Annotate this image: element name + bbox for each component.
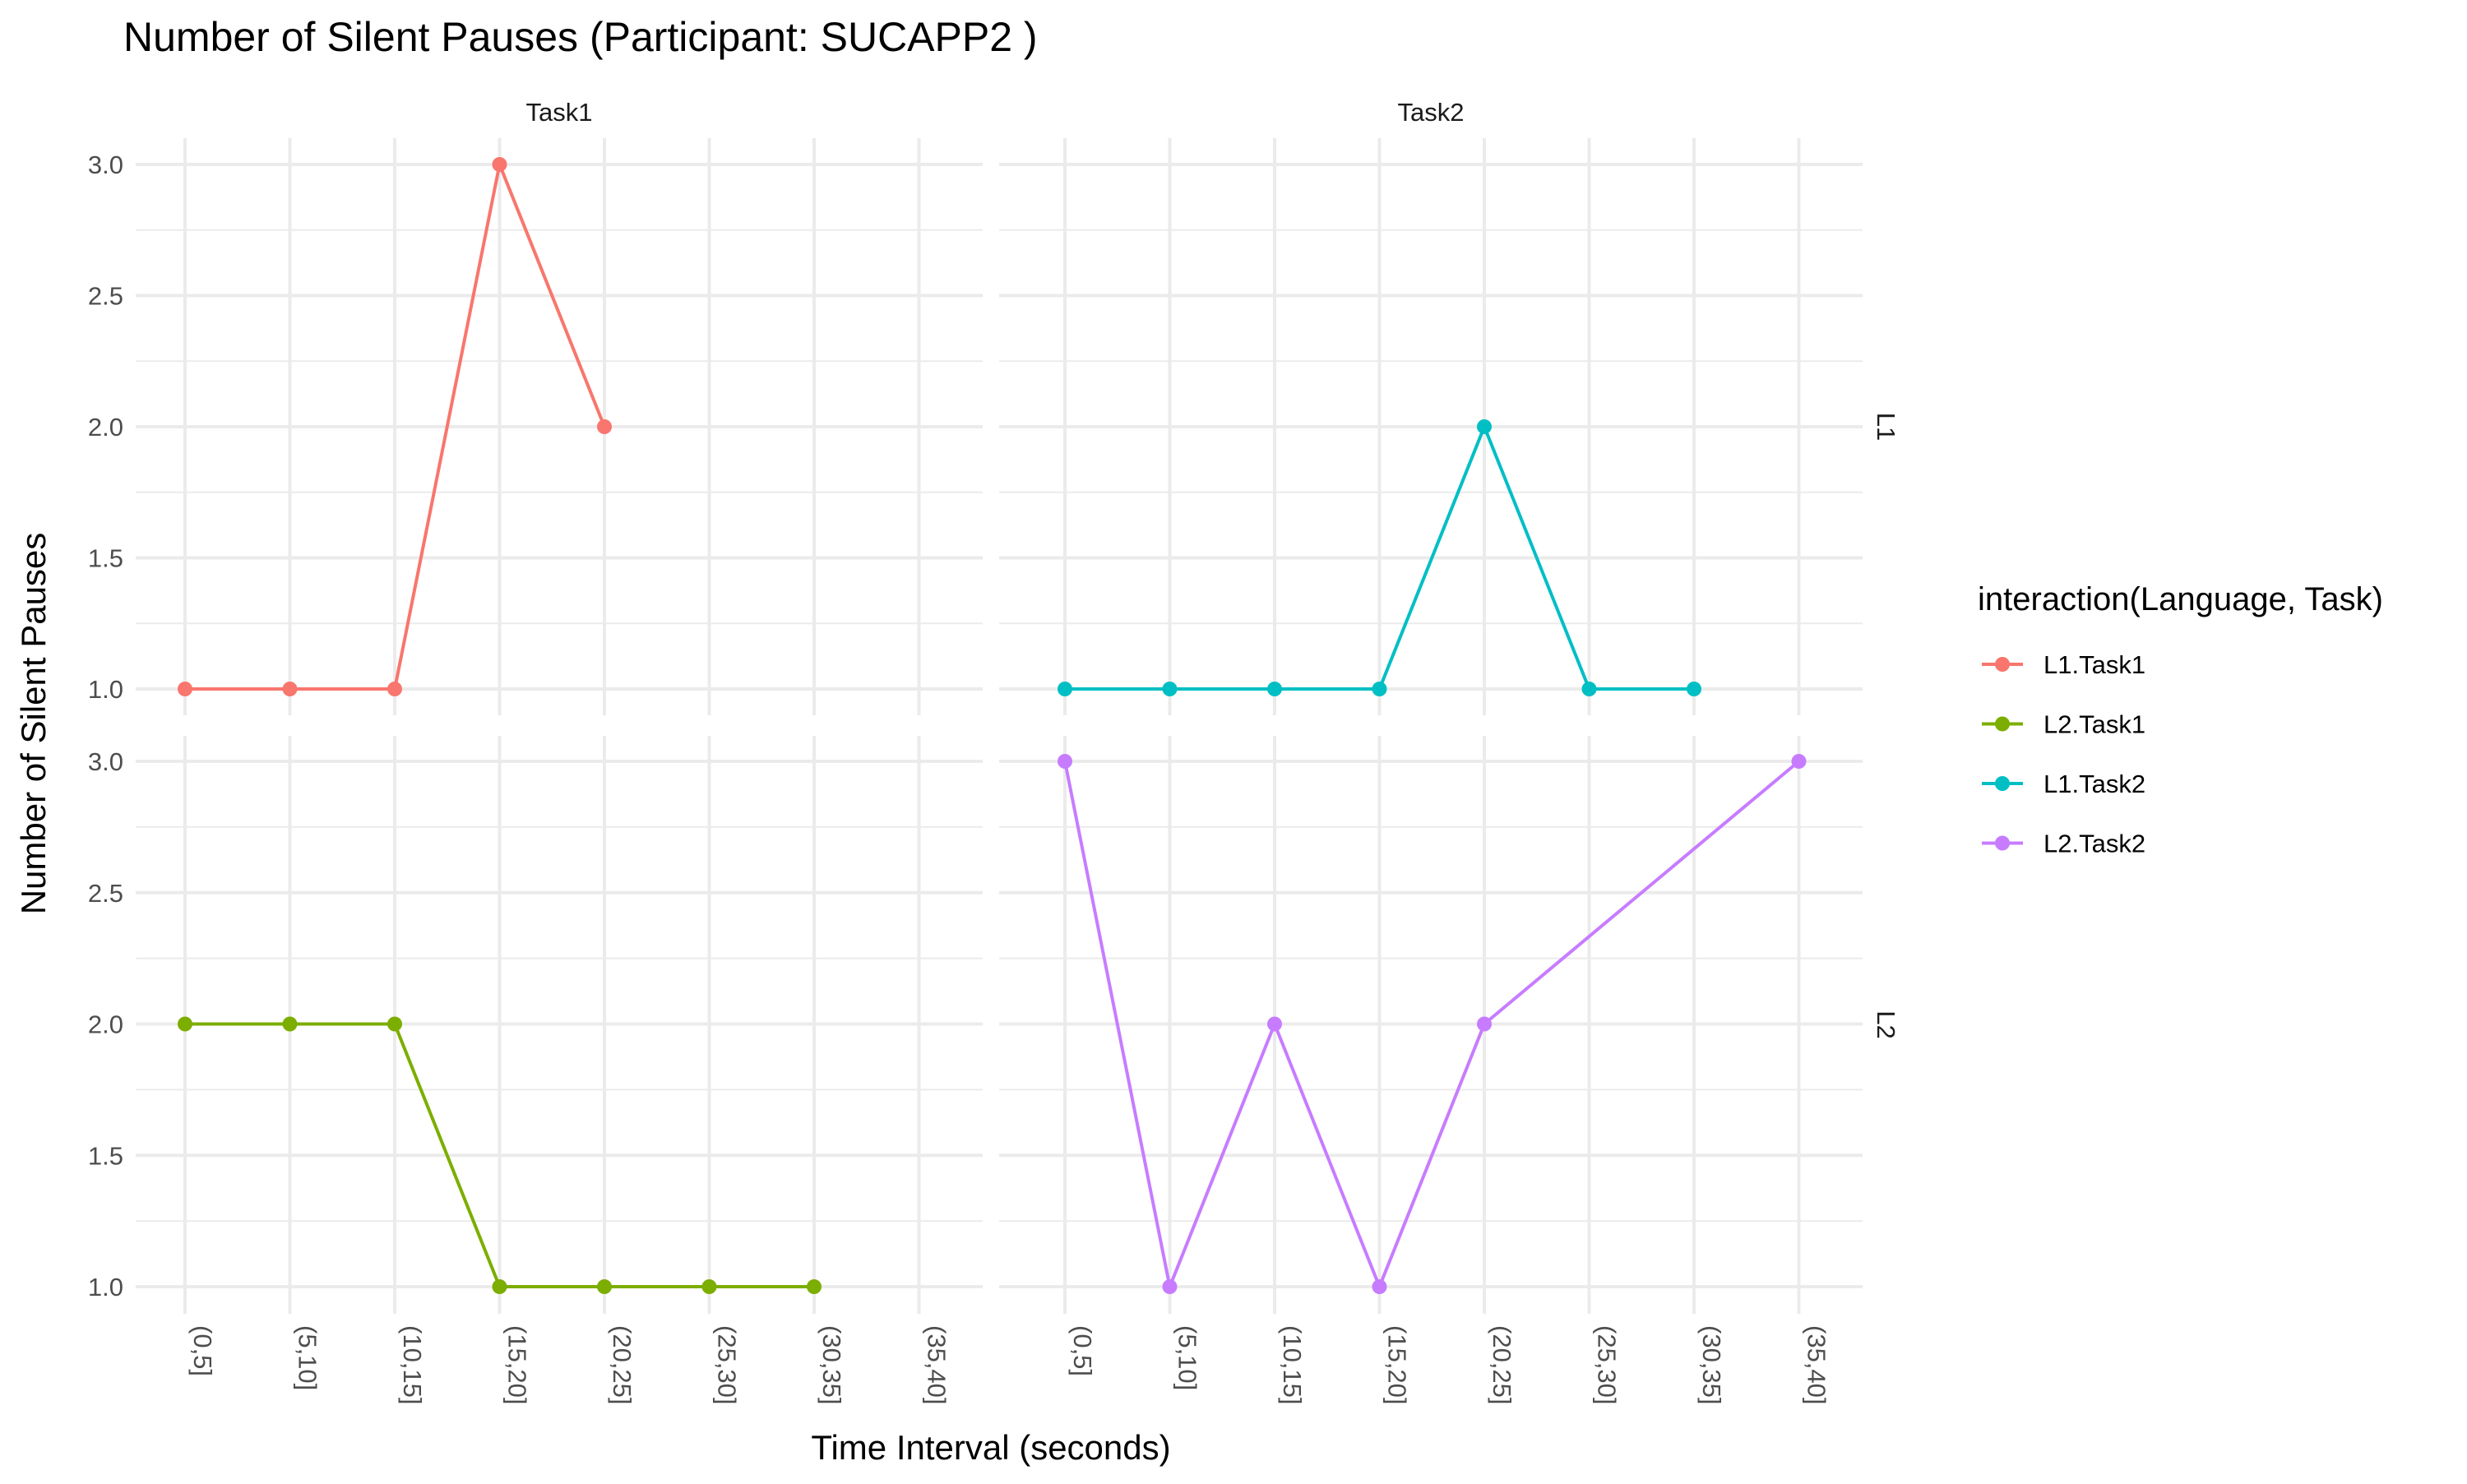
- chart-title: Number of Silent Pauses (Participant: SU…: [123, 14, 1038, 60]
- data-point: [1477, 419, 1492, 434]
- legend-item: L1.Task1: [1982, 650, 2145, 679]
- legend-key-point: [1995, 835, 2010, 851]
- panel-l2-task2: [999, 736, 1863, 1314]
- y-tick-label: 2.0: [88, 1010, 123, 1039]
- x-axis-title: Time Interval (seconds): [811, 1428, 1170, 1467]
- data-point: [597, 419, 612, 434]
- x-tick-label: (0,5]: [188, 1325, 217, 1376]
- x-tick-label: (0,5]: [1068, 1325, 1097, 1376]
- facet-row-label: L2: [1872, 1010, 1900, 1038]
- data-point: [282, 1016, 298, 1032]
- legend-item: L2.Task1: [1982, 710, 2145, 739]
- x-tick-label: (5,10]: [1173, 1325, 1202, 1390]
- series-l1-task2: [1058, 419, 1701, 696]
- x-tick-label: (30,35]: [1697, 1325, 1726, 1405]
- x-tick-label: (15,20]: [1383, 1325, 1412, 1405]
- data-point: [701, 1279, 717, 1294]
- y-tick-label: 2.0: [88, 413, 123, 442]
- legend-label: L1.Task2: [2043, 770, 2145, 798]
- panel-l1-task1: [136, 138, 983, 715]
- x-tick-label: (5,10]: [294, 1325, 322, 1390]
- data-point: [807, 1279, 822, 1294]
- y-tick-label: 1.5: [88, 544, 123, 573]
- x-tick-label: (30,35]: [817, 1325, 846, 1405]
- data-point: [387, 1016, 402, 1032]
- series-line: [1063, 760, 1800, 1288]
- x-tick-label: (35,40]: [923, 1325, 951, 1405]
- x-tick-label: (25,30]: [1593, 1325, 1622, 1405]
- y-tick-label: 1.0: [88, 1273, 123, 1301]
- data-point: [387, 682, 402, 696]
- panel-l2-task1: [136, 736, 983, 1314]
- facet-column-label: Task1: [526, 98, 593, 127]
- legend-key-point: [1995, 776, 2010, 791]
- facet-row-label: L1: [1872, 413, 1900, 441]
- data-point: [492, 1279, 507, 1294]
- data-point: [1267, 1016, 1282, 1032]
- y-tick-label: 1.0: [88, 675, 123, 704]
- data-point: [1162, 682, 1178, 696]
- data-point: [282, 682, 298, 696]
- legend-key-point: [1995, 716, 2010, 732]
- data-point: [1581, 682, 1597, 696]
- x-tick-label: (20,25]: [1488, 1325, 1516, 1405]
- series-l2-task2: [1058, 754, 1807, 1294]
- y-tick-label: 2.5: [88, 879, 123, 908]
- y-tick-label: 1.5: [88, 1141, 123, 1170]
- x-tick-label: (15,20]: [503, 1325, 532, 1405]
- legend-item: L2.Task2: [1982, 830, 2145, 858]
- data-point: [597, 1279, 612, 1294]
- y-axis-title: Number of Silent Pauses: [14, 533, 53, 915]
- legend-label: L2.Task1: [2043, 710, 2145, 739]
- series-l2-task1: [178, 1016, 822, 1294]
- data-point: [1058, 754, 1072, 769]
- panels: 1.0 1.5 2.0 2.5 3.0 1.0 1.5 2.0 2.5 3.0 (0,5] (5,10…: [88, 98, 1900, 1405]
- x-tick-label: (25,30]: [713, 1325, 742, 1405]
- data-point: [1372, 1279, 1387, 1294]
- data-point: [1477, 1016, 1492, 1032]
- legend-label: L1.Task1: [2043, 650, 2145, 679]
- facet-column-label: Task2: [1398, 98, 1465, 127]
- y-tick-label: 2.5: [88, 282, 123, 311]
- legend-item: L1.Task2: [1982, 770, 2145, 798]
- data-point: [1267, 682, 1282, 696]
- legend-title: interaction(Language, Task): [1978, 581, 2383, 617]
- legend-key-point: [1995, 657, 2010, 672]
- x-tick-label: (10,15]: [398, 1325, 427, 1405]
- data-point: [1372, 682, 1387, 696]
- y-tick-label: 3.0: [88, 150, 123, 179]
- legend: interaction(Language, Task) L1.Task1 L2.T…: [1978, 581, 2383, 858]
- x-tick-label: (35,40]: [1803, 1325, 1831, 1405]
- data-point: [1687, 682, 1701, 696]
- data-point: [492, 157, 507, 172]
- x-tick-label: (10,15]: [1278, 1325, 1307, 1405]
- panel-l1-task2: [999, 138, 1863, 715]
- data-point: [178, 1016, 192, 1032]
- series-l1-task1: [178, 157, 612, 696]
- legend-label: L2.Task2: [2043, 830, 2145, 858]
- data-point: [1791, 754, 1807, 769]
- y-tick-label: 3.0: [88, 747, 123, 776]
- x-tick-label: (20,25]: [608, 1325, 636, 1405]
- data-point: [1162, 1279, 1178, 1294]
- data-point: [1058, 682, 1072, 696]
- data-point: [178, 682, 192, 696]
